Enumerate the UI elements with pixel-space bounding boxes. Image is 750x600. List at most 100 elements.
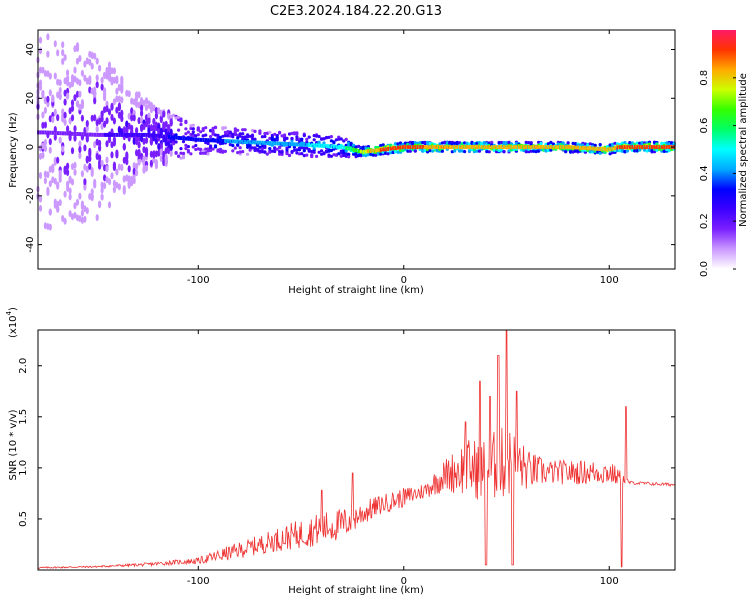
heatmap-cell	[152, 104, 156, 112]
heatmap-cell	[389, 146, 392, 151]
heatmap-cell	[98, 132, 101, 137]
heatmap-cell	[645, 149, 649, 153]
heatmap-cell	[90, 188, 94, 196]
heatmap-cell	[75, 57, 80, 65]
heatmap-cell	[112, 67, 116, 75]
heatmap-cell	[98, 200, 102, 208]
heatmap-cell	[614, 146, 617, 151]
heatmap-cell	[66, 125, 70, 133]
heatmap-cell	[180, 136, 183, 141]
heatmap-cell	[135, 132, 138, 137]
heatmap-cell	[100, 186, 104, 194]
heatmap-cell	[578, 143, 583, 147]
heatmap-cell	[416, 145, 420, 150]
heatmap-cell	[216, 148, 220, 152]
heatmap-cell	[500, 140, 504, 145]
heatmap-cell	[549, 141, 553, 145]
heatmap-cell	[260, 147, 264, 151]
heatmap-cell	[100, 110, 104, 118]
heatmap-cell	[140, 109, 144, 117]
heatmap-cell	[408, 140, 412, 144]
heatmap-cell	[588, 142, 592, 146]
heatmap-cell	[43, 222, 48, 230]
heatmap-cell	[142, 123, 146, 131]
heatmap-cell	[586, 143, 590, 147]
svg-text:(x104): (x104)	[5, 307, 19, 338]
heatmap-cell	[643, 141, 647, 145]
heatmap-cell	[132, 137, 136, 145]
heatmap-cell	[204, 126, 208, 130]
heatmap-cell	[118, 132, 121, 137]
heatmap-cell	[302, 149, 306, 153]
heatmap-cell	[223, 126, 227, 130]
heatmap-cell	[426, 150, 430, 154]
heatmap-cell	[110, 67, 114, 75]
heatmap-cell	[650, 149, 654, 153]
heatmap-cell	[95, 153, 99, 160]
heatmap-cell	[154, 112, 158, 120]
heatmap-cell	[618, 142, 622, 146]
heatmap-cell	[324, 149, 329, 153]
heatmap-cell	[322, 137, 326, 141]
heatmap-cell	[554, 145, 558, 150]
heatmap-cell	[93, 114, 97, 122]
heatmap-cell	[411, 142, 415, 146]
heatmap-cell	[355, 148, 358, 153]
heatmap-cell	[132, 162, 136, 170]
heatmap-cell	[164, 120, 168, 128]
heatmap-cell	[46, 50, 50, 58]
heatmap-cell	[458, 141, 462, 145]
heatmap-cell	[105, 66, 109, 74]
heatmap-cell	[477, 149, 481, 153]
heatmap-cell	[300, 146, 304, 150]
heatmap-cell	[120, 115, 124, 123]
heatmap-cell	[379, 147, 383, 152]
heatmap-cell	[337, 144, 341, 149]
heatmap-cell	[566, 141, 570, 145]
heatmap-cell	[132, 167, 136, 175]
heatmap-cell	[149, 102, 153, 110]
colorbar-ticks: 0.0 0.2 0.4 0.6 0.8	[699, 70, 736, 277]
heatmap-cell	[352, 143, 356, 147]
heatmap-cell	[221, 150, 225, 154]
heatmap-cell	[132, 114, 136, 122]
heatmap-cell	[260, 135, 264, 139]
heatmap-cell	[117, 84, 121, 91]
heatmap-cell	[70, 99, 75, 107]
heatmap-cell	[154, 107, 158, 114]
heatmap-cell	[137, 141, 141, 149]
heatmap-cell	[41, 130, 45, 135]
heatmap-cell	[397, 145, 400, 150]
heatmap-cell	[598, 151, 602, 155]
heatmap-cell	[149, 138, 153, 146]
heatmap-cell	[357, 154, 361, 158]
heatmap-cell	[458, 145, 462, 150]
heatmap-cell	[305, 143, 309, 147]
heatmap-cell	[645, 141, 649, 145]
heatmap-cell	[226, 134, 230, 138]
heatmap-cell	[75, 198, 80, 206]
heatmap-cell	[93, 97, 97, 105]
heatmap-cell	[411, 145, 415, 150]
heatmap-cell	[291, 142, 294, 147]
heatmap-cell	[502, 150, 506, 154]
heatmap-cell	[609, 147, 612, 152]
heatmap-cell	[63, 111, 67, 119]
heatmap-cell	[108, 132, 111, 137]
heatmap-cell	[354, 145, 358, 149]
heatmap-cell	[159, 148, 163, 156]
heatmap-cell	[100, 122, 104, 130]
heatmap-cell	[147, 127, 151, 135]
heatmap-cell	[628, 145, 632, 150]
heatmap-cell	[510, 145, 513, 150]
heatmap-cell	[317, 150, 321, 154]
heatmap-cell	[83, 127, 87, 134]
heatmap-cell	[413, 141, 417, 145]
heatmap-cell	[54, 131, 57, 135]
heatmap-cell	[88, 163, 92, 170]
heatmap-cell	[238, 146, 242, 150]
heatmap-cell	[322, 141, 326, 145]
heatmap-cell	[105, 72, 109, 80]
heatmap-cell	[56, 156, 60, 164]
heatmap-cell	[51, 176, 55, 184]
